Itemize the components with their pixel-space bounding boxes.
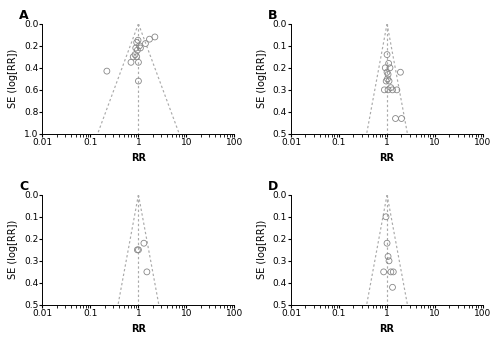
Point (131, 52, 139, 57)
Point (143, 269, 151, 275)
X-axis label: RR: RR (131, 324, 146, 334)
Point (130, 54, 138, 60)
Point (384, 72, 392, 77)
Y-axis label: SE (log[RR]): SE (log[RR]) (257, 220, 267, 279)
Point (134, 48, 141, 53)
Point (393, 87, 401, 93)
Text: A: A (20, 9, 29, 22)
Point (134, 60, 142, 65)
Point (387, 269, 395, 275)
Point (380, 87, 388, 93)
Text: B: B (268, 9, 278, 22)
Text: D: D (268, 180, 278, 193)
Point (384, 254, 392, 259)
Point (384, 87, 392, 93)
Point (382, 78, 390, 84)
Point (390, 269, 398, 275)
Point (383, 69, 391, 75)
Point (382, 65, 390, 70)
Point (134, 247, 142, 253)
Y-axis label: SE (log[RR]): SE (log[RR]) (257, 49, 267, 108)
Point (388, 87, 396, 93)
Point (146, 36, 154, 42)
Point (384, 76, 392, 82)
Point (380, 269, 388, 275)
Point (385, 78, 393, 84)
Point (132, 54, 140, 60)
Point (384, 61, 392, 66)
Point (134, 78, 142, 84)
Point (132, 40, 140, 45)
Point (140, 240, 148, 246)
Point (392, 116, 400, 121)
X-axis label: RR: RR (131, 153, 146, 163)
Y-axis label: SE (log[RR]): SE (log[RR]) (8, 220, 18, 279)
Point (151, 34, 159, 40)
Y-axis label: SE (log[RR]): SE (log[RR]) (8, 49, 18, 108)
Point (396, 69, 404, 75)
Point (127, 60, 135, 65)
Point (382, 214, 390, 220)
Point (134, 247, 141, 253)
Text: C: C (20, 180, 28, 193)
Point (383, 52, 391, 57)
Point (132, 45, 140, 51)
Point (136, 43, 143, 49)
Point (103, 68, 111, 74)
Point (398, 116, 406, 121)
X-axis label: RR: RR (380, 324, 394, 334)
Point (388, 285, 396, 290)
Point (385, 258, 393, 264)
Point (387, 85, 395, 90)
Point (136, 45, 144, 51)
Point (386, 65, 394, 70)
Point (142, 41, 150, 46)
Point (383, 240, 391, 246)
X-axis label: RR: RR (380, 153, 394, 163)
Point (134, 38, 142, 43)
